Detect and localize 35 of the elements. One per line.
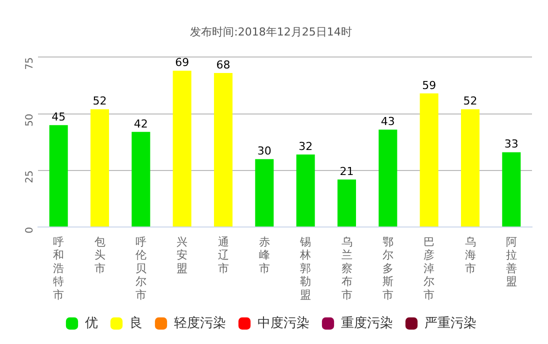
data-label: 42 — [134, 117, 148, 130]
chart-title: 发布时间:2018年12月25日14时 — [190, 25, 352, 38]
legend-label: 轻度污染 — [174, 314, 226, 331]
x-tick-label: 呼伦贝尔市 — [135, 235, 146, 302]
data-label: 32 — [298, 140, 313, 153]
x-tick-label: 呼和浩特市 — [53, 235, 64, 302]
data-label: 33 — [504, 138, 518, 151]
x-tick-label: 包头市 — [94, 235, 106, 275]
data-label: 59 — [422, 78, 436, 92]
y-tick-label: 75 — [24, 57, 36, 70]
data-label: 69 — [175, 56, 190, 70]
data-label: 30 — [257, 144, 272, 158]
x-tick-label: 锡林郭勒盟 — [299, 235, 312, 302]
legend-label: 优 — [85, 316, 98, 331]
x-tick-label: 兴安盟 — [176, 235, 188, 275]
x-tick-label: 通辽市 — [218, 235, 229, 275]
x-tick-label: 赤峰市 — [258, 235, 270, 275]
legend-label: 严重污染 — [424, 316, 476, 331]
data-label: 68 — [216, 58, 230, 72]
data-label: 43 — [380, 115, 395, 128]
data-label: 45 — [52, 110, 66, 124]
x-tick-label: 乌兰察布市 — [341, 235, 352, 302]
data-label: 21 — [340, 164, 354, 178]
x-tick-label: 乌海市 — [464, 235, 476, 275]
legend-label: 重度污染 — [341, 314, 393, 331]
x-tick-label: 巴彦淖尔市 — [424, 235, 435, 302]
x-tick-label: 阿拉善盟 — [506, 235, 517, 288]
legend-label: 良 — [130, 316, 142, 331]
y-tick-label: 50 — [24, 114, 36, 127]
legend-label: 中度污染 — [258, 314, 310, 331]
x-tick-label: 鄂尔多斯市 — [382, 235, 394, 302]
y-tick-label: 25 — [24, 170, 36, 184]
data-label: 52 — [92, 94, 107, 108]
data-label: 52 — [463, 94, 478, 108]
y-tick-label: 0 — [24, 227, 36, 234]
